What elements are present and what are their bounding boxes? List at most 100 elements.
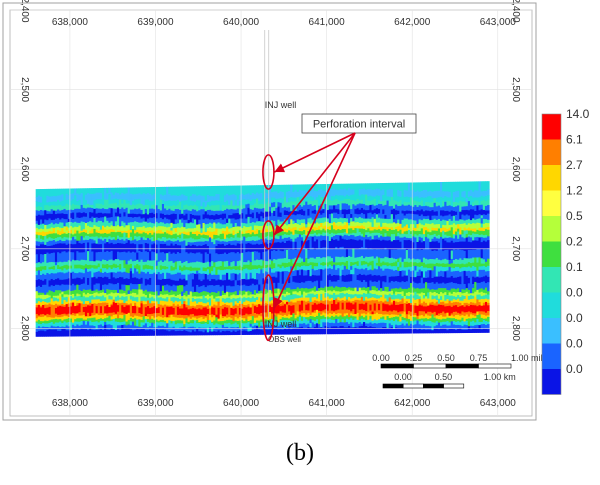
section-cell xyxy=(166,200,169,206)
section-cell xyxy=(42,196,45,203)
section-cell xyxy=(311,210,315,214)
section-cell xyxy=(48,233,52,238)
section-cell xyxy=(57,298,60,302)
section-cell xyxy=(46,262,49,267)
section-cell xyxy=(144,307,148,314)
section-cell xyxy=(54,297,58,302)
section-cell xyxy=(264,265,268,269)
section-cell xyxy=(232,252,236,262)
section-cell xyxy=(202,332,206,336)
section-cell xyxy=(204,262,208,269)
section-cell xyxy=(315,309,319,314)
section-cell xyxy=(330,322,334,327)
section-cell xyxy=(67,300,71,304)
section-cell xyxy=(119,318,122,323)
section-cell xyxy=(131,269,135,274)
section-cell xyxy=(294,223,298,228)
section-cell xyxy=(149,200,152,205)
section-cell xyxy=(108,243,111,253)
section-cell xyxy=(318,288,321,292)
section-cell xyxy=(251,244,255,253)
section-cell xyxy=(345,313,349,316)
section-cell xyxy=(230,204,233,210)
section-cell xyxy=(285,263,289,268)
section-cell xyxy=(256,221,259,227)
section-cell xyxy=(65,269,69,273)
section-cell xyxy=(358,226,362,229)
section-cell xyxy=(176,235,180,238)
section-cell xyxy=(69,268,73,274)
section-cell xyxy=(42,294,45,300)
section-cell xyxy=(198,298,201,303)
section-cell xyxy=(202,223,206,229)
section-cell xyxy=(134,277,137,285)
section-cell xyxy=(82,324,86,330)
section-cell xyxy=(341,322,345,327)
section-cell xyxy=(149,230,152,234)
section-cell xyxy=(266,313,270,318)
section-cell xyxy=(136,301,139,304)
section-cell xyxy=(57,240,60,245)
section-cell xyxy=(305,209,308,214)
section-cell xyxy=(324,210,328,215)
section-cell xyxy=(292,291,295,295)
section-cell xyxy=(247,227,251,231)
section-cell xyxy=(326,221,330,228)
section-cell xyxy=(185,301,188,306)
section-cell xyxy=(309,230,313,235)
section-cell xyxy=(123,328,126,337)
section-cell xyxy=(127,225,131,231)
section-cell xyxy=(328,294,332,299)
section-cell xyxy=(131,251,135,262)
section-cell xyxy=(59,317,62,320)
section-cell xyxy=(52,188,56,197)
section-cell xyxy=(63,233,67,238)
section-cell xyxy=(80,272,84,280)
section-cell xyxy=(74,217,77,223)
section-cell xyxy=(112,217,116,222)
section-cell xyxy=(104,209,107,214)
section-cell xyxy=(50,227,54,232)
section-cell xyxy=(114,290,118,294)
section-cell xyxy=(256,192,259,199)
section-cell xyxy=(292,214,295,222)
section-cell xyxy=(164,322,167,328)
section-cell xyxy=(296,304,300,312)
section-cell xyxy=(52,219,56,225)
section-cell xyxy=(87,207,90,215)
section-cell xyxy=(245,323,248,328)
section-cell xyxy=(249,214,253,218)
section-cell xyxy=(136,289,139,295)
section-cell xyxy=(119,230,122,233)
section-cell xyxy=(125,303,129,306)
section-cell xyxy=(204,196,208,202)
section-cell xyxy=(260,221,263,227)
section-cell xyxy=(80,301,84,304)
section-cell xyxy=(170,235,173,240)
section-cell xyxy=(204,317,208,323)
section-cell xyxy=(104,300,107,303)
section-cell xyxy=(101,329,105,337)
section-cell xyxy=(170,265,173,271)
section-cell xyxy=(335,315,338,320)
section-cell xyxy=(191,218,195,224)
section-cell xyxy=(101,319,105,322)
section-cell xyxy=(288,287,291,294)
section-cell xyxy=(46,202,49,206)
section-cell xyxy=(193,239,197,243)
section-cell xyxy=(187,253,191,264)
section-cell xyxy=(172,252,176,264)
section-cell xyxy=(198,231,201,235)
section-cell xyxy=(46,228,49,233)
section-cell xyxy=(157,304,161,308)
section-cell xyxy=(294,314,298,319)
section-cell xyxy=(348,309,351,314)
section-cell xyxy=(311,213,315,221)
section-cell xyxy=(285,197,289,203)
section-cell xyxy=(164,285,167,291)
section-cell xyxy=(127,260,131,266)
section-cell xyxy=(283,304,287,314)
section-cell xyxy=(72,188,75,194)
section-cell xyxy=(59,236,62,241)
section-cell xyxy=(101,225,105,231)
